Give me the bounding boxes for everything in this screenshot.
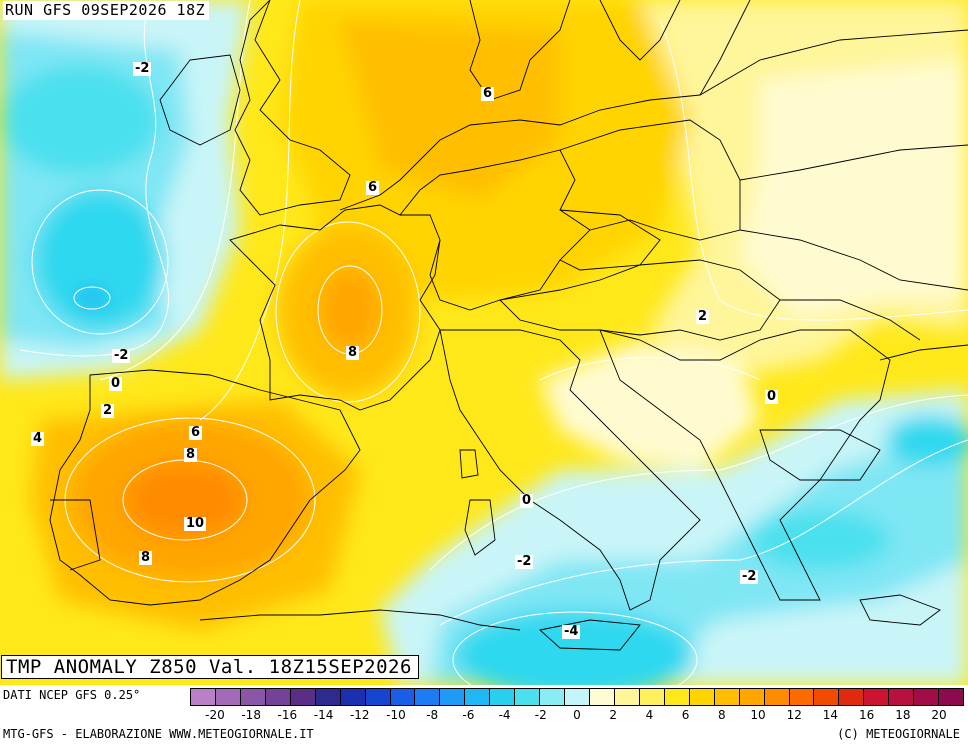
color-scale-tick-label: 16 — [858, 708, 875, 722]
contour-label: 4 — [31, 431, 45, 446]
color-scale-tick-label: 4 — [645, 708, 654, 722]
color-swatch — [839, 689, 865, 705]
color-swatch — [764, 689, 790, 705]
color-swatch — [540, 689, 566, 705]
contour-label: 6 — [366, 180, 380, 195]
color-swatch — [664, 689, 690, 705]
run-title: RUN GFS 09SEP2026 18Z — [3, 1, 210, 20]
color-swatch — [215, 689, 241, 705]
color-swatch — [639, 689, 665, 705]
contour-label: 8 — [346, 345, 360, 360]
color-swatch — [465, 689, 491, 705]
data-source-label: DATI NCEP GFS 0.25° — [3, 688, 141, 702]
color-swatch — [340, 689, 366, 705]
credit-right: (C) METEOGIORNALE — [837, 727, 960, 741]
color-scale-tick-label: 18 — [895, 708, 911, 722]
temperature-anomaly-map — [0, 0, 968, 685]
contour-label: -4 — [562, 624, 581, 639]
contour-label: -2 — [515, 554, 534, 569]
color-swatch — [914, 689, 940, 705]
contour-label: -2 — [133, 61, 152, 76]
contour-label: 6 — [189, 425, 203, 440]
color-scale-tick-label: -16 — [277, 708, 298, 722]
color-scale-tick-label: 10 — [750, 708, 766, 722]
contour-label: 2 — [696, 309, 710, 324]
color-scale-tick-label: 12 — [786, 708, 802, 722]
color-scale-tick-label: -6 — [462, 708, 475, 722]
color-swatch — [315, 689, 341, 705]
color-swatch — [191, 689, 216, 705]
color-swatch — [515, 689, 541, 705]
anomaly-field-shading — [0, 0, 968, 685]
color-scale-tick-label: 6 — [681, 708, 690, 722]
color-swatch — [490, 689, 516, 705]
contour-label: 2 — [101, 403, 115, 418]
color-swatch — [614, 689, 640, 705]
color-swatch — [789, 689, 815, 705]
contour-label: 6 — [481, 86, 495, 101]
color-swatch — [939, 689, 964, 705]
contour-label: 8 — [139, 550, 153, 565]
color-swatch — [714, 689, 740, 705]
color-swatch — [739, 689, 765, 705]
color-scale-tick-label: -12 — [349, 708, 370, 722]
contour-label: 10 — [184, 516, 207, 531]
color-swatch — [265, 689, 291, 705]
color-scale-tick-label: -14 — [313, 708, 334, 722]
color-scale-tick-label: -18 — [241, 708, 261, 722]
color-scale-ticks: -20 -18 -16 -14 -12 -10 -8 -6 -4 -2 0 2 4 6 8 10 12 14 16 1… — [190, 708, 964, 724]
color-scale-tick-label: -4 — [498, 708, 511, 722]
color-swatch — [889, 689, 915, 705]
color-scale-tick-label: -10 — [386, 708, 406, 722]
credit-left: MTG-GFS - ELABORAZIONE WWW.METEOGIORNALE… — [3, 727, 314, 741]
contour-label: -2 — [740, 569, 759, 584]
color-swatch — [689, 689, 715, 705]
color-swatch — [590, 689, 615, 705]
color-scale-tick-label: 20 — [931, 708, 947, 722]
color-swatch — [565, 689, 590, 705]
color-swatch — [365, 689, 391, 705]
contour-label: 0 — [765, 389, 779, 404]
contour-label: -2 — [112, 348, 131, 363]
valid-title: TMP ANOMALY Z850 Val. 18Z15SEP2026 — [1, 655, 419, 679]
contour-label: 0 — [109, 376, 123, 391]
color-swatch — [814, 689, 840, 705]
color-scale-bar — [190, 688, 964, 706]
color-scale-tick-label: -20 — [205, 708, 225, 722]
contour-label: 8 — [184, 447, 198, 462]
color-scale-tick-label: 0 — [573, 708, 581, 722]
color-swatch — [240, 689, 266, 705]
color-swatch — [390, 689, 416, 705]
color-swatch — [864, 689, 890, 705]
color-scale-tick-label: -8 — [426, 708, 439, 722]
color-swatch — [440, 689, 466, 705]
color-swatch — [290, 689, 316, 705]
contour-label: 0 — [520, 493, 534, 508]
color-scale-tick-label: 8 — [717, 708, 726, 722]
color-scale-tick-label: 2 — [609, 708, 618, 722]
country-borders — [49, 0, 968, 651]
color-scale-tick-label: -2 — [534, 708, 547, 722]
color-swatch — [415, 689, 441, 705]
color-scale-tick-label: 14 — [822, 708, 839, 722]
